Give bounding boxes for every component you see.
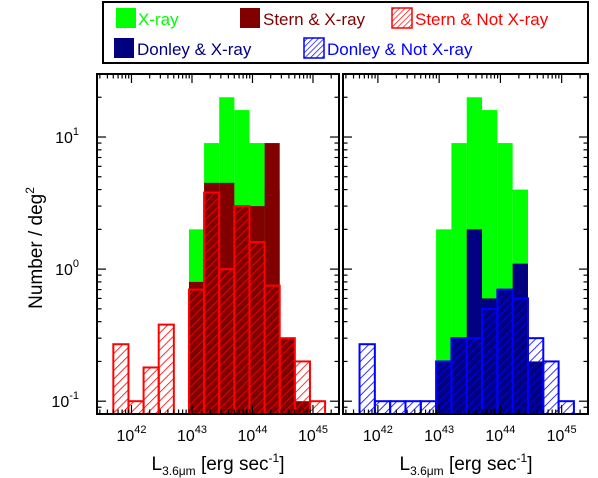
legend-item-stern-not-xray: Stern & Not X-ray (391, 7, 549, 29)
bar-donley-and-not-x-ray-10 (511, 297, 529, 414)
bar-stern-and-not-x-ray-3 (157, 323, 175, 414)
x-axis-label-right-close: ] (527, 454, 532, 475)
bar-stern-and-not-x-ray-10 (263, 284, 281, 414)
x-tick-label: 1045 (298, 424, 328, 445)
bars-left (112, 97, 327, 414)
panel-left: 1042 1043 1044 1045 10-1 100 101 (51, 73, 340, 445)
legend-item-xray: X-ray (116, 8, 179, 29)
bar-donley-and-not-x-ray-11 (526, 337, 545, 414)
y-axis-label: Number / deg2 (23, 187, 47, 309)
x-axis-label-right: L3.6μm [erg sec-1] (400, 451, 533, 478)
bar-donley-and-not-x-ray-9 (496, 288, 514, 414)
legend-label-stern-not-xray: Stern & Not X-ray (415, 10, 549, 29)
x-axis-label-left-rest: [erg sec (196, 454, 269, 475)
panel-right: 1042 1043 1044 1045 (342, 73, 589, 445)
bar-stern-and-not-x-ray-5 (187, 288, 206, 414)
x-axis-label-left-sup: -1 (269, 451, 280, 465)
bar-donley-and-not-x-ray-1 (373, 400, 392, 414)
legend-swatch-stern-xray (240, 8, 260, 28)
x-tick-label: 1042 (116, 424, 146, 445)
legend-item-stern-xray: Stern & X-ray (240, 8, 366, 29)
x-axis-label-left-close: ] (279, 454, 284, 475)
legend-label-donley-xray: Donley & X-ray (137, 40, 252, 59)
ticks-right (343, 73, 588, 415)
x-tick-label: 1044 (485, 424, 515, 445)
legend-swatch-xray (116, 8, 136, 28)
y-axis-label-sup: 2 (23, 187, 37, 194)
bar-donley-and-not-x-ray-12 (542, 360, 560, 414)
bar-stern-and-not-x-ray-13 (308, 400, 327, 414)
bar-donley-and-not-x-ray-2 (389, 400, 407, 414)
legend-label-donley-not-xray: Donley & Not X-ray (327, 40, 473, 59)
bar-stern-and-not-x-ray-6 (203, 191, 221, 414)
bar-stern-and-not-x-ray-1 (127, 400, 145, 414)
ticks-left (97, 73, 339, 415)
y-tick-label: 10-1 (51, 390, 79, 411)
y-tick-label: 101 (55, 126, 79, 147)
x-tick-label: 1043 (177, 424, 207, 445)
bar-donley-and-not-x-ray-5 (435, 360, 453, 414)
bar-stern-and-not-x-ray-9 (248, 241, 266, 414)
x-tick-label: 1044 (237, 424, 267, 445)
axes-frame-left (96, 73, 340, 415)
bar-stern-and-not-x-ray-7 (218, 268, 236, 414)
bar-stern-and-not-x-ray-0 (112, 343, 130, 414)
axes-frame-right (342, 73, 589, 415)
x-tick-label: 1042 (363, 424, 393, 445)
legend-item-donley-xray: Donley & X-ray (114, 38, 252, 59)
legend-frame (102, 1, 589, 64)
legend-swatch-donley-xray (114, 38, 134, 58)
bar-stern-and-not-x-ray-8 (233, 205, 251, 414)
series-donley-and-not-x-ray (358, 288, 575, 414)
legend-swatch-donley-not-xray (303, 37, 325, 59)
legend-label-xray: X-ray (138, 10, 179, 29)
y-tick-label: 100 (55, 258, 79, 279)
bar-donley-and-not-x-ray-0 (358, 343, 376, 414)
bars-right (358, 97, 575, 414)
x-axis-label-left-main: L (152, 454, 163, 475)
x-axis-label-left: L3.6μm [erg sec-1] (152, 451, 285, 478)
bar-donley-and-not-x-ray-6 (450, 337, 468, 414)
series-stern-and-not-x-ray (112, 191, 327, 414)
x-axis-label-left-sub: 3.6μm (162, 464, 196, 478)
bar-stern-and-not-x-ray-11 (278, 337, 296, 414)
legend-item-donley-not-xray: Donley & Not X-ray (303, 37, 473, 59)
legend: X-ray Stern & X-ray Stern & Not X-ray Do… (102, 1, 589, 64)
bar-donley-and-not-x-ray-8 (481, 307, 499, 414)
bar-donley-and-not-x-ray-3 (404, 400, 422, 414)
y-axis-label-main: Number / deg (26, 194, 47, 309)
bar-donley-and-not-x-ray-7 (465, 337, 484, 414)
x-axis-label-right-main: L (400, 454, 411, 475)
x-axis-label-right-sup: -1 (517, 451, 528, 465)
x-axis-label-right-rest: [erg sec (444, 454, 517, 475)
bar-stern-and-not-x-ray-2 (142, 366, 160, 414)
x-axis-label-right-sub: 3.6μm (410, 464, 444, 478)
bar-stern-and-not-x-ray-12 (293, 360, 311, 414)
legend-swatch-stern-not-xray (391, 7, 413, 29)
bar-donley-and-not-x-ray-13 (557, 400, 575, 414)
x-tick-label: 1043 (424, 424, 454, 445)
x-tick-label: 1045 (547, 424, 577, 445)
legend-label-stern-xray: Stern & X-ray (263, 10, 366, 29)
